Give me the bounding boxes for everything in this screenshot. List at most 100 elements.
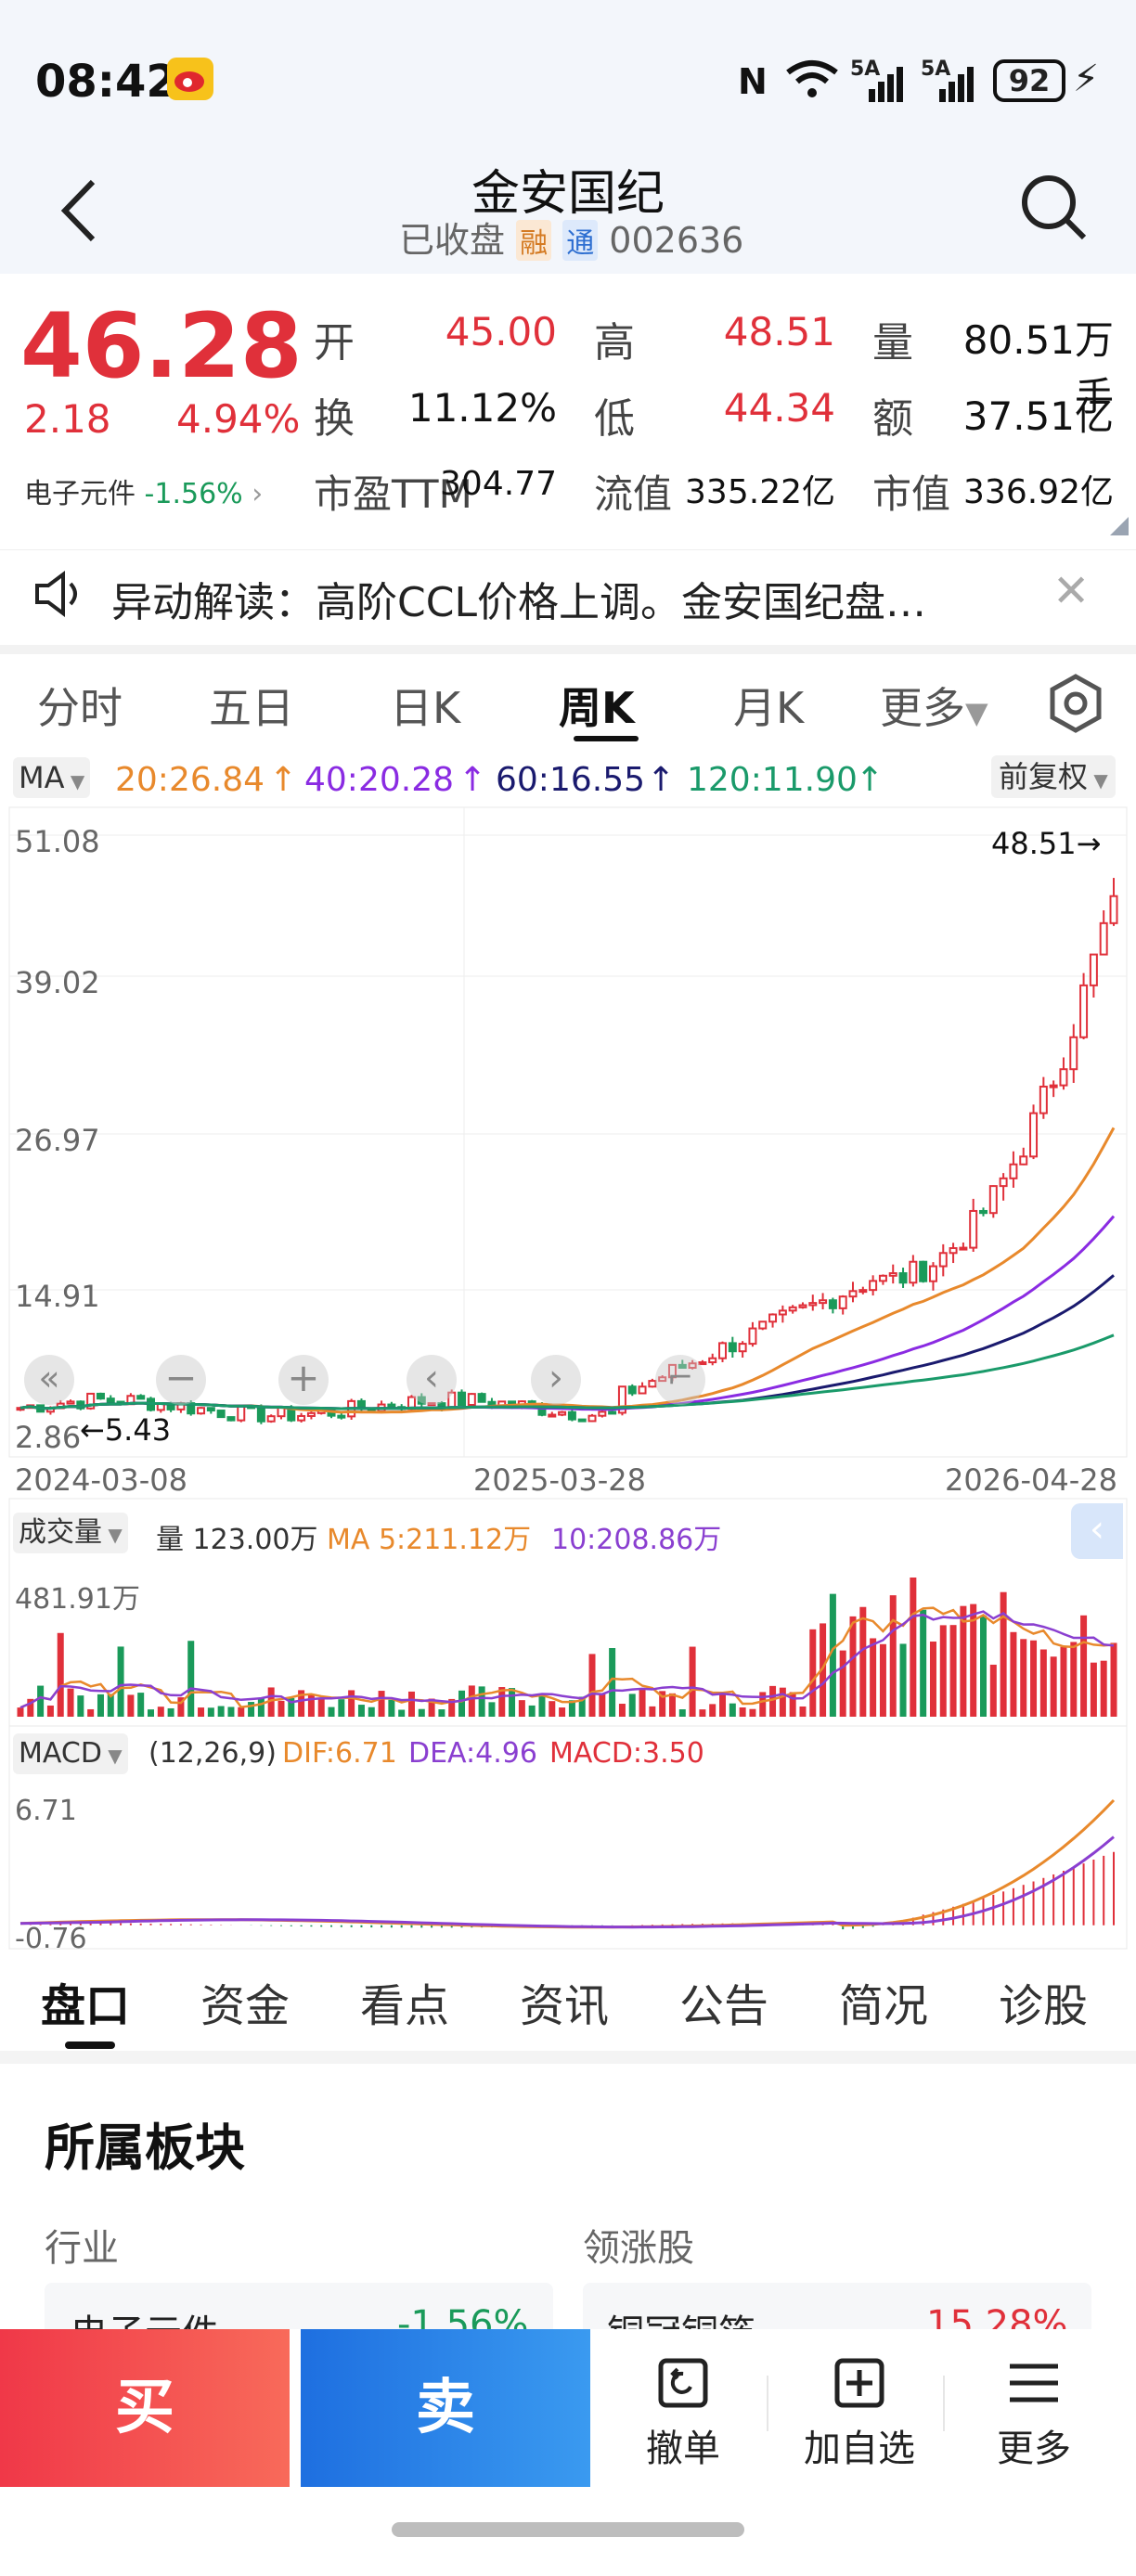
cancel-order-button[interactable]: 撤单 [600, 2329, 767, 2487]
volume-bar [498, 1687, 506, 1717]
candle-body [567, 1410, 576, 1421]
min-price-marker: ←5.43 [80, 1412, 172, 1448]
charging-icon: ⚡ [1073, 58, 1100, 100]
macd-selector[interactable]: MACD ▼ [13, 1733, 128, 1774]
scroll-left-icon[interactable]: ‹ [407, 1355, 457, 1405]
candle-body [819, 1299, 828, 1305]
close-icon[interactable]: ✕ [1052, 565, 1091, 617]
price-change: 2.18 [24, 396, 111, 442]
volume-bar [538, 1695, 546, 1717]
volume-ma10: 10:208.86万 [551, 1524, 722, 1556]
ma120-line [19, 1333, 1115, 1410]
volume-bar [67, 1688, 74, 1717]
reset-view-icon[interactable]: ⌐ [655, 1355, 705, 1405]
candle-body [758, 1320, 768, 1330]
open-label: 开 [314, 319, 355, 367]
tab-five-day[interactable]: 五日 [209, 683, 294, 733]
volume-selector[interactable]: 成交量 ▼ [13, 1513, 128, 1553]
ma-selector[interactable]: MA ▼ [13, 757, 91, 798]
zoom-out-icon[interactable]: − [156, 1355, 206, 1405]
tab-profile[interactable]: 简况 [839, 1980, 929, 2032]
tab-handicap[interactable]: 盘口 [41, 1980, 131, 2032]
menu-icon [1010, 2363, 1058, 2402]
scroll-left-fast-icon[interactable]: « [24, 1355, 74, 1405]
margin-badge: 融 [516, 220, 552, 261]
volume-bar [317, 1698, 325, 1717]
tab-monthly[interactable]: 月K [733, 683, 805, 733]
tab-weekly[interactable]: 周K [559, 683, 635, 733]
volume-bar [649, 1706, 656, 1717]
adjust-selector[interactable]: 前复权 ▼ [991, 755, 1116, 798]
volume-bar [820, 1623, 827, 1717]
candle-body [1089, 953, 1098, 986]
search-icon[interactable] [1019, 173, 1088, 241]
tab-news[interactable]: 资讯 [520, 1980, 610, 2032]
back-icon[interactable] [56, 178, 102, 243]
volume-bar [238, 1707, 245, 1717]
period-tabs: 分时 五日 日K 周K 月K 更多▼ [0, 645, 1136, 742]
buy-button[interactable]: 买 [0, 2329, 290, 2487]
cancel-order-icon [658, 2358, 708, 2408]
candle-body [1029, 1112, 1039, 1158]
notice-bar[interactable]: 异动解读：高阶CCL价格上调。金安国纪盘… ✕ [0, 549, 1136, 635]
more-button[interactable]: 更多 [950, 2329, 1117, 2487]
candle-body [256, 1405, 265, 1423]
candle-body [878, 1274, 887, 1282]
volume-bar [87, 1708, 95, 1717]
volume-bar [357, 1705, 365, 1717]
ma120-up-icon: ↑ [856, 761, 884, 799]
settings-icon[interactable] [1045, 673, 1106, 734]
sell-button[interactable]: 卖 [301, 2329, 590, 2487]
candle-body [768, 1313, 778, 1323]
pe-value: 304.77 [440, 465, 557, 503]
stock-header: 金安国纪 已收盘 融 通 002636 [0, 139, 1136, 274]
candle-body [858, 1289, 868, 1294]
kline-svg[interactable] [0, 742, 1136, 1958]
volume-bar [458, 1690, 466, 1717]
candle-body [848, 1290, 858, 1298]
macd-dif: DIF:6.71 [282, 1737, 397, 1770]
volume-bar [618, 1704, 626, 1717]
volume-bar [1010, 1631, 1017, 1717]
volume-indicator-label: 成交量 [19, 1516, 102, 1549]
tab-diagnosis[interactable]: 诊股 [999, 1980, 1089, 2032]
market-status: 已收盘 [399, 220, 506, 261]
candle-body [66, 1400, 75, 1405]
zoom-in-icon[interactable]: + [278, 1355, 329, 1405]
volume-bar [217, 1706, 225, 1717]
notice-text: 异动解读：高阶CCL价格上调。金安国纪盘… [111, 579, 926, 626]
volume-bar [378, 1691, 385, 1717]
volume-label: 量 [872, 319, 913, 367]
candle-body [106, 1397, 115, 1403]
ma40-value: 40:20.28 [304, 761, 454, 799]
volume-bar [839, 1650, 846, 1717]
volume-bar [699, 1709, 706, 1717]
tab-funds[interactable]: 资金 [200, 1980, 290, 2032]
volume-current: 量 123.00万 [156, 1524, 318, 1556]
low-value: 44.34 [723, 385, 835, 431]
volume-bar [668, 1693, 676, 1717]
scroll-right-icon[interactable]: › [531, 1355, 581, 1405]
candle-body [617, 1385, 626, 1414]
tab-announcements[interactable]: 公告 [679, 1980, 769, 2032]
tab-daily[interactable]: 日K [390, 683, 461, 733]
price-panel-frame [8, 806, 1128, 1458]
candle-body [988, 1185, 998, 1215]
tab-highlights[interactable]: 看点 [360, 1980, 450, 2032]
tab-intraday[interactable]: 分时 [37, 683, 123, 733]
volume-bar [609, 1648, 616, 1717]
tab-more[interactable]: 更多▼ [880, 675, 988, 736]
macd-dea-line [19, 1835, 1115, 1929]
volume-bar [207, 1707, 214, 1717]
volume-bar [27, 1698, 34, 1717]
add-watchlist-button[interactable]: 加自选 [776, 2329, 943, 2487]
sector-change: -1.56% [144, 478, 243, 510]
side-panel-toggle-icon[interactable]: ‹ [1071, 1503, 1123, 1559]
volume-bar [939, 1625, 947, 1717]
expand-corner-icon[interactable] [1110, 517, 1129, 535]
macd-panel-frame [8, 1725, 1128, 1950]
volume-bar [177, 1697, 185, 1717]
sector-link[interactable]: 电子元件 -1.56% › [24, 470, 263, 511]
candle-body [577, 1418, 587, 1423]
home-indicator[interactable] [392, 2522, 744, 2537]
